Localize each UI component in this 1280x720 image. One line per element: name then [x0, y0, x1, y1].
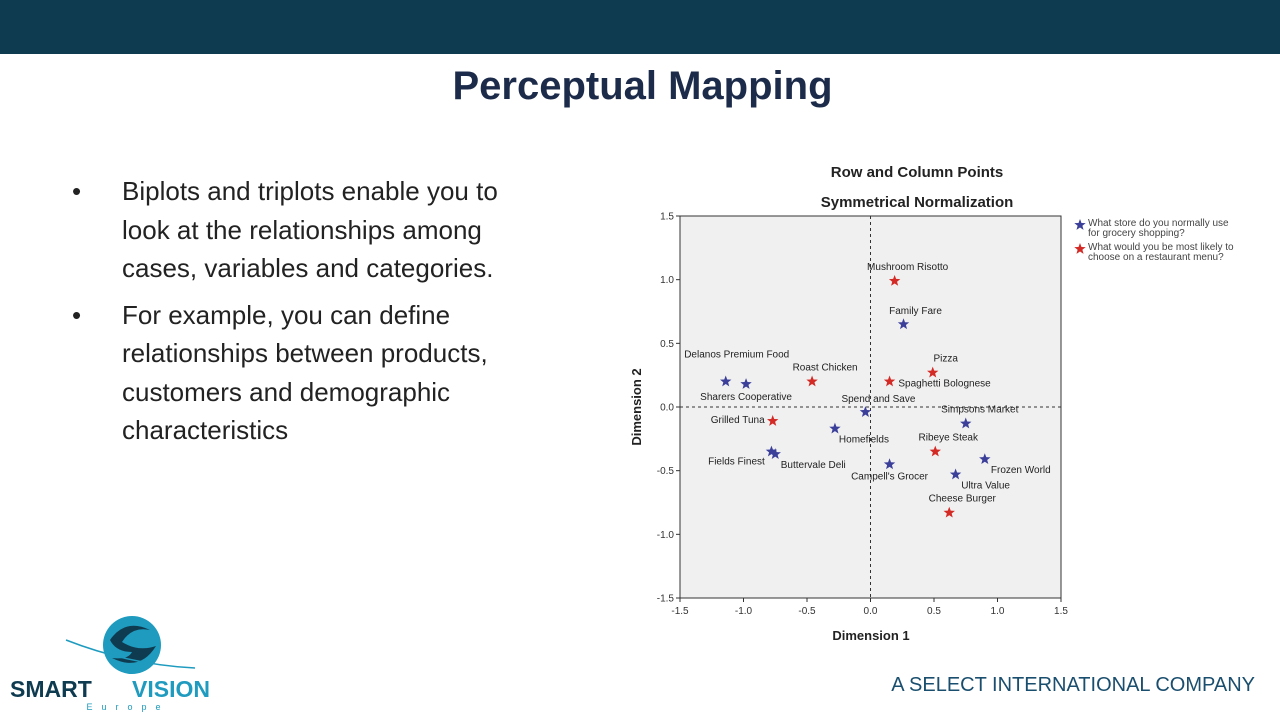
- logo: SMART VISION Europe: [10, 616, 210, 712]
- point-label: Spaghetti Bolognese: [898, 379, 991, 390]
- x-tick-label: 1.5: [1054, 606, 1068, 617]
- point-label: Mushroom Risotto: [867, 262, 949, 273]
- legend: What store do you normally use for groce…: [1074, 219, 1234, 267]
- y-tick-label: 1.0: [660, 275, 674, 286]
- point: [806, 375, 818, 387]
- point: [897, 318, 910, 330]
- point-label: Frozen World: [991, 465, 1051, 476]
- y-tick-label: 0.5: [660, 339, 674, 350]
- logo-word: SMART: [10, 676, 92, 702]
- point: [765, 445, 778, 457]
- chart-title: Row and Column Points: [831, 164, 1004, 181]
- point: [767, 415, 779, 426]
- legend-entry: What would you be most likely to choose …: [1074, 243, 1234, 263]
- point-label: Fields Finest: [708, 457, 765, 468]
- point: [979, 453, 991, 465]
- legend-marker: [1074, 219, 1086, 230]
- legend-label: What store do you normally use for groce…: [1088, 218, 1229, 239]
- x-tick-label: -1.5: [671, 606, 689, 617]
- point: [769, 448, 781, 459]
- point-label: Family Fare: [889, 306, 942, 317]
- legend-star: [1074, 243, 1086, 254]
- x-tick-label: -1.0: [735, 606, 753, 617]
- point-label: Spend and Save: [841, 394, 915, 405]
- x-tick-label: -0.5: [798, 606, 816, 617]
- legend-star: [1074, 219, 1086, 230]
- y-tick-label: -1.5: [657, 594, 675, 605]
- chart-subtitle: Symmetrical Normalization: [821, 194, 1014, 211]
- x-tick-label: 1.0: [991, 606, 1005, 617]
- y-tick-label: -0.5: [657, 466, 675, 477]
- point: [929, 445, 941, 457]
- point: [888, 274, 901, 286]
- point-label: Pizza: [934, 354, 959, 365]
- x-axis-label: Dimension 1: [832, 628, 909, 643]
- point: [927, 366, 939, 378]
- y-tick-label: -1.0: [657, 530, 675, 541]
- top-bar: [0, 0, 1280, 54]
- footer: A SELECT INTERNATIONAL COMPANY: [891, 674, 1255, 696]
- point: [949, 468, 962, 480]
- point-label: Buttervale Deli: [781, 460, 846, 471]
- point-label: Ultra Value: [961, 480, 1010, 491]
- y-tick-label: 0.0: [660, 403, 674, 414]
- point-label: Campell's Grocer: [851, 471, 929, 482]
- legend-label: What would you be most likely to choose …: [1088, 242, 1234, 263]
- point-label: Sharers Cooperative: [700, 392, 792, 403]
- slide-title: Perceptual Mapping: [452, 64, 833, 108]
- point-label: Delanos Premium Food: [684, 350, 789, 361]
- point: [720, 375, 732, 387]
- logo-tagline: Europe: [86, 702, 169, 712]
- point: [943, 506, 955, 518]
- x-tick-label: 0.5: [927, 606, 941, 617]
- point: [883, 458, 896, 470]
- y-axis-label: Dimension 2: [629, 368, 644, 445]
- legend-marker: [1074, 243, 1086, 254]
- point: [740, 378, 752, 389]
- point: [960, 417, 972, 429]
- bullet-list: Biplots and triplots enable you to look …: [70, 172, 540, 458]
- point: [859, 406, 872, 417]
- bullet: For example, you can define relationship…: [70, 296, 540, 450]
- legend-entry: What store do you normally use for groce…: [1074, 219, 1234, 239]
- point-label: Roast Chicken: [793, 363, 858, 374]
- point-label: Simpsons Market: [941, 405, 1018, 416]
- point: [829, 422, 841, 434]
- y-tick-label: 1.5: [660, 212, 674, 223]
- x-tick-label: 0.0: [864, 606, 878, 617]
- point-label: Cheese Burger: [929, 494, 997, 505]
- point-label: Grilled Tuna: [711, 415, 765, 426]
- logo-word: VISION: [132, 676, 210, 702]
- bullet: Biplots and triplots enable you to look …: [70, 172, 540, 288]
- point-label: Ribeye Steak: [919, 433, 979, 444]
- point-label: Homefields: [839, 435, 889, 446]
- point: [883, 375, 896, 387]
